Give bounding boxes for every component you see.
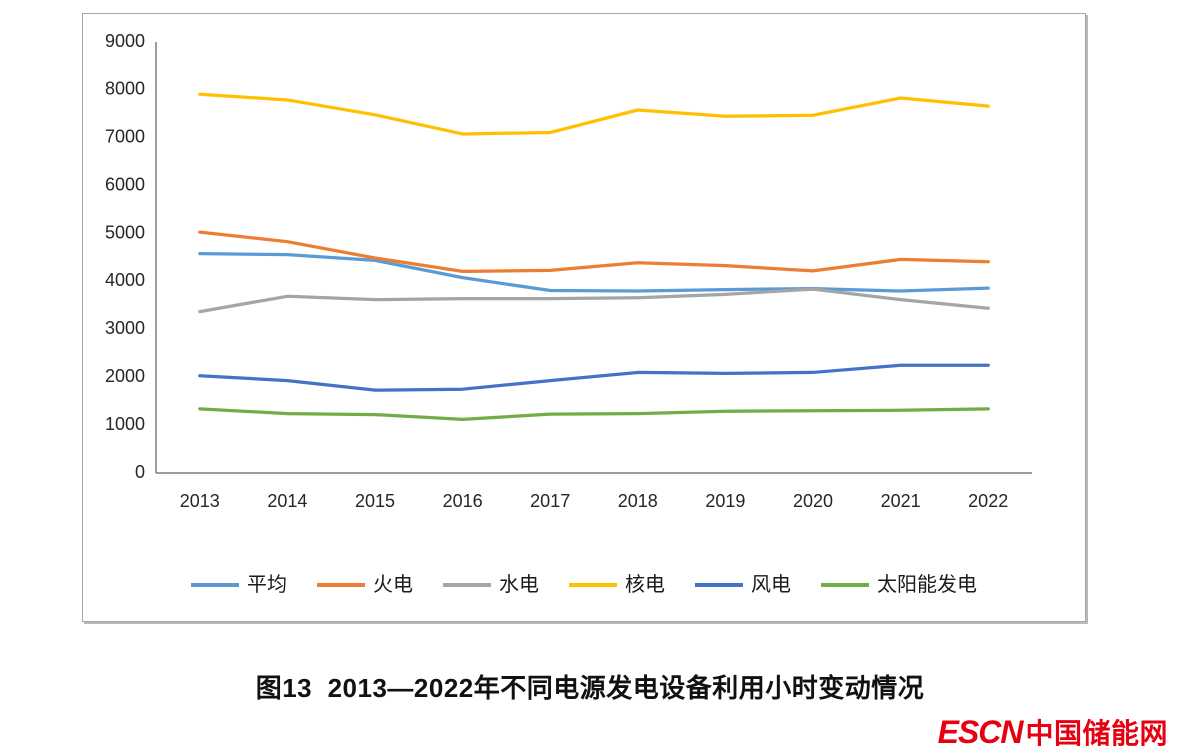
x-tick-label: 2013 <box>180 491 220 511</box>
y-tick-label: 8000 <box>105 79 145 99</box>
legend-item-水电: 水电 <box>443 575 539 595</box>
legend-item-太阳能发电: 太阳能发电 <box>821 575 977 595</box>
y-tick-label: 9000 <box>105 31 145 51</box>
legend-label: 风电 <box>751 574 791 596</box>
legend-item-风电: 风电 <box>695 575 791 595</box>
x-tick-label: 2019 <box>705 491 745 511</box>
x-tick-label: 2014 <box>267 491 307 511</box>
escn-logo-latin: ESCN <box>937 714 1024 750</box>
legend-item-火电: 火电 <box>317 575 413 595</box>
y-tick-label: 7000 <box>105 127 145 147</box>
legend-swatch <box>695 583 743 587</box>
x-tick-label: 2017 <box>530 491 570 511</box>
figure-caption: 图13 2013—2022年不同电源发电设备利用小时变动情况 <box>255 673 925 703</box>
x-tick-label: 2015 <box>355 491 395 511</box>
series-line-核电 <box>198 92 990 136</box>
y-tick-label: 3000 <box>105 318 145 338</box>
series-line-水电 <box>198 287 990 314</box>
series-line-风电 <box>198 363 990 392</box>
x-tick-label: 2018 <box>618 491 658 511</box>
legend-label: 水电 <box>499 574 539 596</box>
y-tick-label: 4000 <box>105 270 145 290</box>
y-tick-label: 5000 <box>105 222 145 242</box>
y-tick-label: 1000 <box>105 414 145 434</box>
x-tick-label: 2020 <box>793 491 833 511</box>
escn-logo: ESCN 中国储能网 <box>938 716 1168 748</box>
chart-legend: 平均 火电 水电 核电 风电 太阳能发电 <box>83 575 1085 595</box>
legend-swatch <box>443 583 491 587</box>
legend-swatch <box>191 583 239 587</box>
legend-item-核电: 核电 <box>569 575 665 595</box>
legend-swatch <box>569 583 617 587</box>
x-tick-label: 2016 <box>443 491 483 511</box>
legend-swatch <box>821 583 869 587</box>
legend-item-平均: 平均 <box>191 575 287 595</box>
series-line-火电 <box>198 230 990 274</box>
x-tick-label: 2021 <box>881 491 921 511</box>
legend-label: 太阳能发电 <box>877 574 977 596</box>
y-tick-label: 2000 <box>105 366 145 386</box>
legend-label: 平均 <box>247 574 287 596</box>
legend-swatch <box>317 583 365 587</box>
line-chart-plot: 0 1000 2000 3000 4000 5000 6000 7000 8000 9000 201… <box>105 31 1032 511</box>
series-line-太阳能发电 <box>198 407 990 421</box>
series-line-平均 <box>198 252 990 293</box>
chart-panel: 0 1000 2000 3000 4000 5000 6000 7000 8000 9000 201… <box>82 13 1086 622</box>
y-tick-label: 6000 <box>105 174 145 194</box>
x-tick-label: 2022 <box>968 491 1008 511</box>
y-tick-label: 0 <box>135 462 145 482</box>
escn-logo-cjk: 中国储能网 <box>1025 718 1168 749</box>
legend-label: 核电 <box>625 574 665 596</box>
legend-label: 火电 <box>373 574 413 596</box>
